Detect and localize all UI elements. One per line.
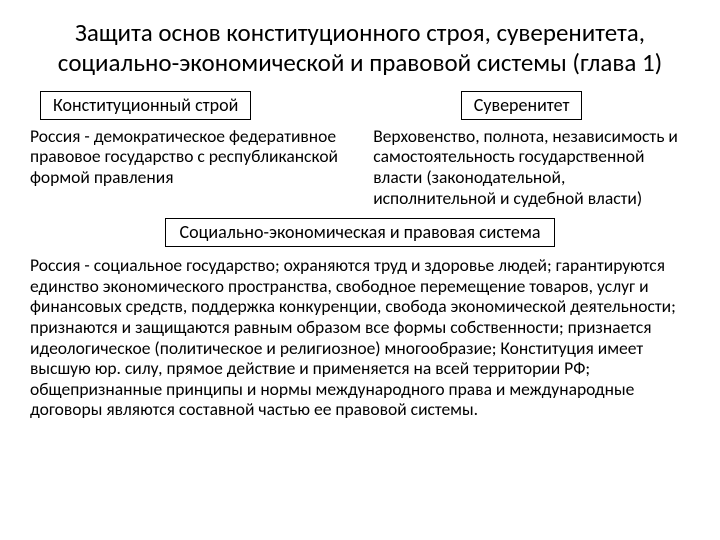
sovereignty-desc: Верховенство, полнота, независимость и с… bbox=[373, 126, 690, 209]
page-title: Защита основ конституционного строя, сув… bbox=[30, 18, 690, 77]
top-row: Конституционный строй Россия - демократи… bbox=[30, 91, 690, 208]
bottom-description: Россия - социальное государство; охраняю… bbox=[30, 255, 690, 420]
left-column: Конституционный строй Россия - демократи… bbox=[30, 91, 347, 188]
right-column: Суверенитет Верховенство, полнота, незав… bbox=[373, 91, 690, 208]
constitutional-desc: Россия - демократическое федеративное пр… bbox=[30, 126, 347, 188]
center-box-wrap: Социально-экономическая и правовая систе… bbox=[30, 218, 690, 247]
constitutional-box: Конституционный строй bbox=[40, 91, 251, 120]
sovereignty-box: Суверенитет bbox=[461, 91, 583, 120]
sovereignty-box-wrap: Суверенитет bbox=[373, 91, 690, 126]
socio-economic-box: Социально-экономическая и правовая систе… bbox=[165, 218, 556, 247]
